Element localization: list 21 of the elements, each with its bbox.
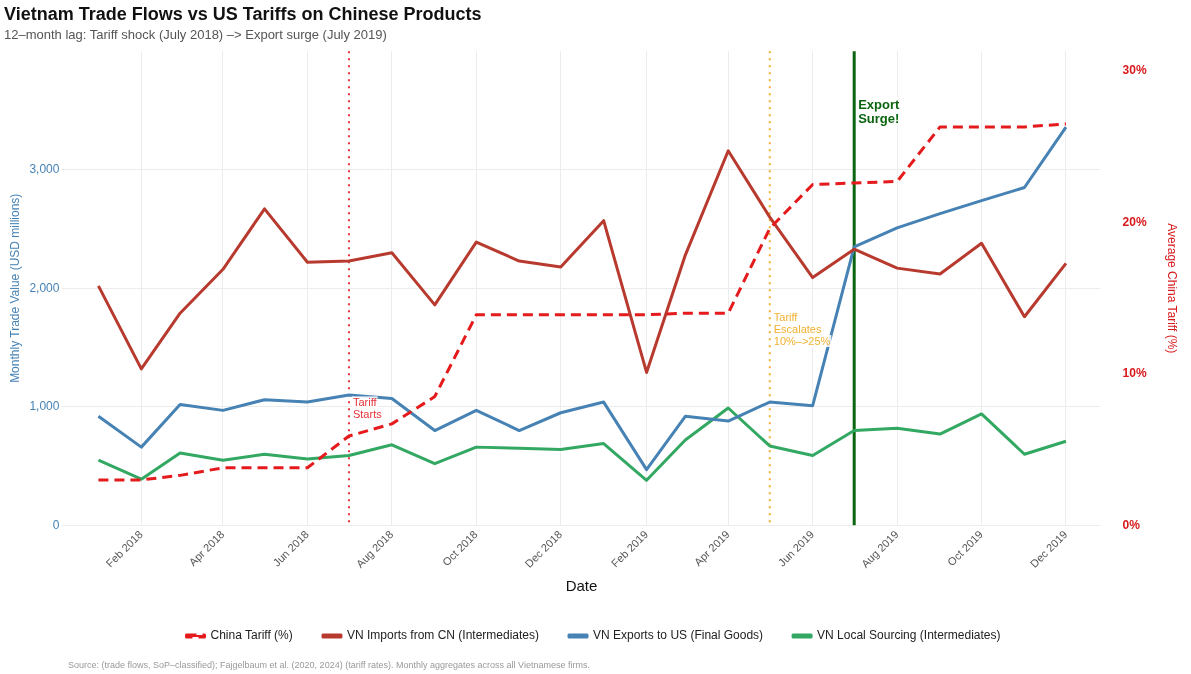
y2-axis-title: Average China Tariff (%) <box>1165 223 1180 354</box>
chart-title: Vietnam Trade Flows vs US Tariffs on Chinese Products <box>4 3 482 24</box>
source-note: Source: (trade flows, SoP–classified); Fajgelbaum et al. (2020, 2024) (tariff rates). Monthly aggregates across all Vietnamese firms. <box>68 659 590 670</box>
y2-tick-label: 30% <box>1122 63 1147 78</box>
legend-label: China Tariff (%) <box>210 628 293 643</box>
y2-tick-label: 20% <box>1122 214 1147 229</box>
y2-tick-label: 0% <box>1122 517 1141 532</box>
x-axis-title: Date <box>565 577 598 595</box>
y-tick-label: 2,000 <box>29 280 60 295</box>
chart-subtitle: 12–month lag: Tariff shock (July 2018) –> Export surge (July 2019) <box>4 26 387 42</box>
y2-tick-label: 10% <box>1122 366 1147 381</box>
legend-label: VN Imports from CN (Intermediates) <box>346 628 540 643</box>
ref-line-label: Export Surge! <box>858 96 901 126</box>
legend-label: VN Local Sourcing (Intermediates) <box>817 628 1001 643</box>
y-tick-label: 1,000 <box>29 399 60 414</box>
y-axis-title: Monthly Trade Value (USD millions) <box>7 193 22 383</box>
legend-label: VN Exports to US (Final Goods) <box>593 628 764 643</box>
ref-line-label: Tariff Starts <box>352 395 383 420</box>
ref-line-label: Tariff Escalates 10%–>25% <box>773 310 831 347</box>
y-tick-label: 0 <box>52 517 60 532</box>
y-tick-label: 3,000 <box>29 162 60 177</box>
